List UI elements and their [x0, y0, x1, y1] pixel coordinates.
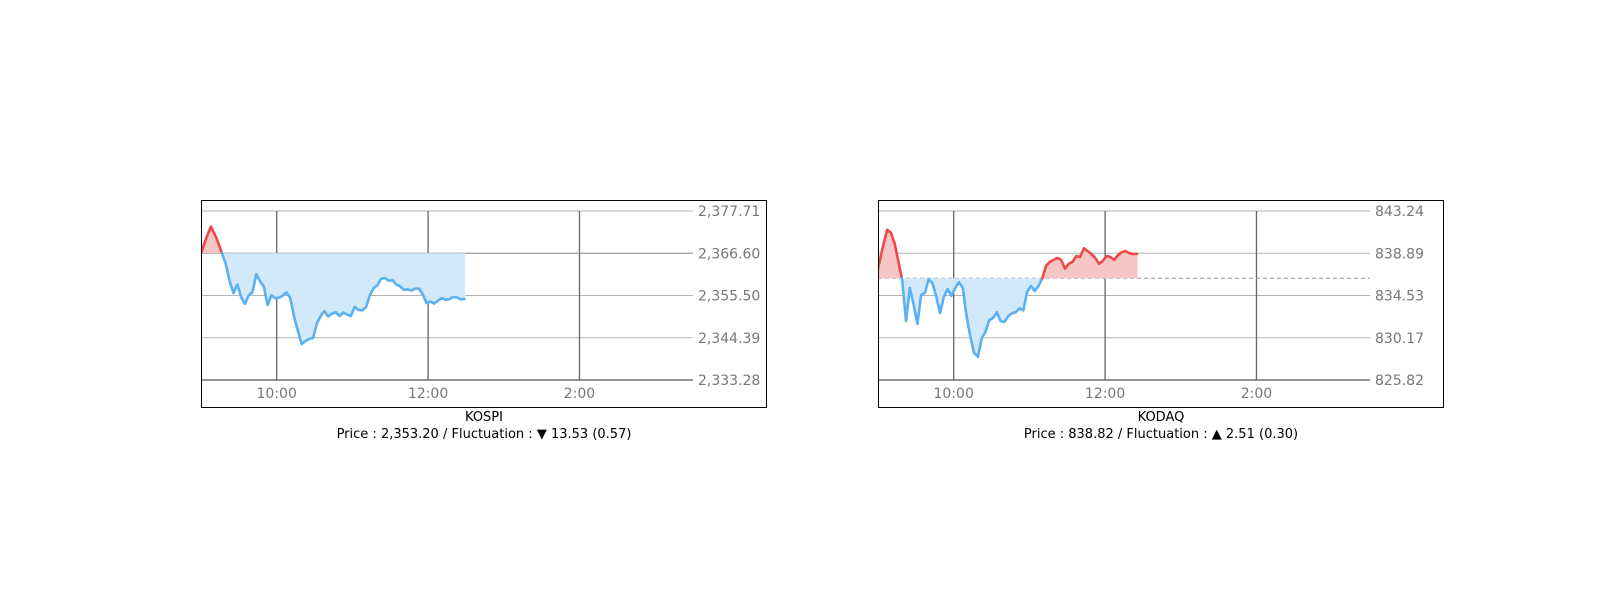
kospi-chart: 2,377.71 2,366.60 2,355.50 2,344.39 2,333.28… — [201, 200, 767, 408]
gain-area — [878, 229, 902, 279]
y-tick-label: 825.82 — [1375, 373, 1424, 389]
kospi-title: KOSPI — [465, 410, 503, 425]
x-tick-label: 12:00 — [1085, 386, 1125, 402]
kodaq-summary: Price : 838.82 / Fluctuation : ▲ 2.51 (0… — [1023, 427, 1299, 442]
price-line-up — [201, 225, 224, 255]
chart-frame — [201, 200, 767, 408]
price-value: 838.82 — [1068, 427, 1114, 442]
kodaq-chart: 843.24 838.89 834.53 830.17 825.82 10:00 12:00… — [878, 200, 1444, 408]
price-label: Price — [1023, 427, 1056, 442]
gain-area — [1042, 248, 1137, 279]
kospi-summary: Price : 2,353.20 / Fluctuation : ▼ 13.53… — [336, 427, 632, 442]
chart-panel-kospi: 2,377.71 2,366.60 2,355.50 2,344.39 2,333.28… — [201, 200, 767, 442]
x-tick-label: 10:00 — [257, 386, 297, 402]
y-tick-label: 834.53 — [1375, 289, 1424, 305]
direction-icon: ▲ — [1211, 427, 1222, 442]
change-value: 13.53 — [550, 427, 589, 442]
change-value: 2.51 — [1225, 427, 1255, 442]
change-percent: (0.30) — [1259, 427, 1299, 442]
chart-panel-kodaq: 843.24 838.89 834.53 830.17 825.82 10:00 12:00… — [878, 200, 1444, 442]
price-label: Price — [336, 427, 369, 442]
price-line-down — [220, 251, 466, 346]
x-tick-label: 2:00 — [1241, 386, 1272, 402]
y-tick-label: 2,377.71 — [698, 204, 760, 220]
x-tick-label: 12:00 — [408, 386, 448, 402]
x-tick-label: 10:00 — [934, 386, 974, 402]
change-percent: (0.57) — [592, 427, 632, 442]
loss-area — [221, 253, 465, 345]
fluctuation-label: Fluctuation — [1126, 427, 1200, 442]
chart-frame — [878, 200, 1444, 408]
y-tick-label: 2,344.39 — [698, 331, 760, 347]
y-tick-label: 838.89 — [1375, 246, 1424, 262]
x-tick-label: 2:00 — [564, 386, 595, 402]
y-tick-label: 843.24 — [1375, 204, 1424, 220]
y-tick-label: 2,366.60 — [698, 246, 760, 262]
price-line-up — [1040, 246, 1139, 280]
kodaq-title: KODAQ — [1137, 410, 1185, 425]
y-tick-label: 2,355.50 — [698, 289, 760, 305]
y-tick-label: 2,333.28 — [698, 373, 760, 389]
price-line-down — [900, 276, 1044, 359]
price-value: 2,353.20 — [380, 427, 439, 442]
fluctuation-label: Fluctuation — [451, 427, 525, 442]
gain-area — [201, 226, 222, 254]
price-line-up — [878, 228, 904, 280]
y-tick-label: 830.17 — [1375, 331, 1424, 347]
direction-icon: ▼ — [536, 427, 547, 442]
